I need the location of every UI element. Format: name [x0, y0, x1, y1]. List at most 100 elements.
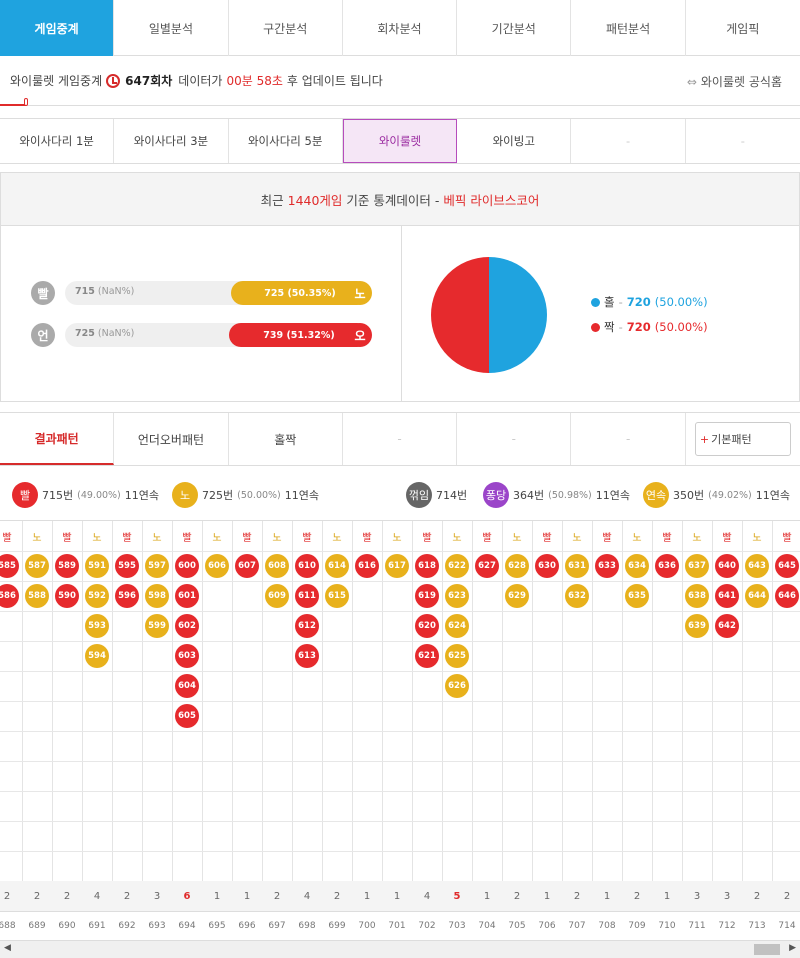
- yellow-result-ball: 634: [625, 554, 649, 578]
- legend-separator: -: [618, 295, 623, 309]
- round-number: 700: [358, 921, 376, 931]
- yellow-result-ball: 631: [565, 554, 589, 578]
- grid-col-line: [712, 521, 713, 911]
- red-result-ball: 619: [415, 584, 439, 608]
- round-number: 697: [268, 921, 286, 931]
- compare-left-icon: 언: [31, 323, 55, 347]
- streak-count: 1: [232, 881, 262, 911]
- red-result-ball: 613: [295, 644, 319, 668]
- grid-col-line: [22, 521, 23, 911]
- streak-count: 1: [592, 881, 622, 911]
- info-middle: 데이터가: [178, 74, 223, 88]
- yellow-result-ball: 597: [145, 554, 169, 578]
- update-progress-line: [0, 104, 26, 106]
- yellow-result-ball: 625: [445, 644, 469, 668]
- pattern-tab-underover[interactable]: 언더오버패턴: [114, 413, 229, 465]
- yellow-result-ball: 599: [145, 614, 169, 638]
- summary-pong-icon: 퐁당: [483, 482, 509, 508]
- yellow-result-ball: 617: [385, 554, 409, 578]
- grid-col-line: [232, 521, 233, 911]
- red-result-ball: 607: [235, 554, 259, 578]
- red-result-ball: 604: [175, 674, 199, 698]
- compare-left-value: 725: [75, 328, 95, 339]
- legend-odd-value: 720: [626, 295, 651, 309]
- summary-yellow: 노 725번 (50.00%) 11연속: [172, 482, 319, 508]
- streak-count: 4: [412, 881, 442, 911]
- yellow-result-ball: 635: [625, 584, 649, 608]
- summary-streak-streak: 11연속: [755, 489, 791, 502]
- grid-row-line: [0, 701, 800, 702]
- red-result-ball: 589: [55, 554, 79, 578]
- pattern-tab-empty-2: -: [457, 413, 572, 465]
- legend-dot-odd: [591, 297, 600, 307]
- red-result-ball: 645: [775, 554, 799, 578]
- game-tab-ladder-3[interactable]: 와이사다리 3분: [114, 119, 229, 163]
- nav-tab-period[interactable]: 기간분석: [457, 0, 572, 56]
- info-prefix: 와이룰렛 게임중계: [10, 74, 103, 88]
- compare-right-value: 725: [264, 287, 285, 299]
- nav-tab-round[interactable]: 회차분석: [343, 0, 458, 56]
- compare-right-pct: (50.35%): [287, 287, 336, 299]
- summary-streak-pct: (49.02%): [708, 489, 752, 501]
- game-tab-bingo[interactable]: 와이빙고: [457, 119, 572, 163]
- grid-row-line: [0, 581, 800, 582]
- pattern-tab-oddeven[interactable]: 홀짝: [229, 413, 343, 465]
- summary-yellow-count: 725번: [202, 489, 234, 502]
- streak-count: 2: [262, 881, 292, 911]
- summary-red-streak: 11연속: [124, 489, 160, 502]
- yellow-result-ball: 608: [265, 554, 289, 578]
- grid-row-line: [0, 671, 800, 672]
- legend-odd-name: 홀: [604, 295, 615, 309]
- grid-row-line: [0, 731, 800, 732]
- yellow-result-ball: 639: [685, 614, 709, 638]
- nav-tab-pick[interactable]: 게임픽: [726, 21, 760, 36]
- stats-head-pre: 최근: [260, 192, 284, 208]
- base-pattern-wrap: + 기본패턴: [686, 413, 800, 465]
- streak-count: 1: [352, 881, 382, 911]
- round-number: 699: [328, 921, 346, 931]
- grid-col-line: [292, 521, 293, 911]
- column-header: 노: [92, 532, 102, 544]
- column-header: 빨: [2, 532, 12, 544]
- legend-even-value: 720: [626, 320, 651, 334]
- column-header: 빨: [722, 532, 732, 544]
- yellow-result-ball: 624: [445, 614, 469, 638]
- horizontal-scrollbar[interactable]: ◀ ▶: [0, 940, 800, 958]
- round-number: 711: [688, 921, 706, 931]
- legend-even-pct: (50.00%): [654, 320, 708, 334]
- yellow-result-ball: 614: [325, 554, 349, 578]
- yellow-result-ball: 629: [505, 584, 529, 608]
- nav-tab-range[interactable]: 구간분석: [229, 0, 343, 56]
- game-tab-roulette[interactable]: 와이룰렛: [342, 119, 458, 163]
- nav-tab-daily[interactable]: 일별분석: [114, 0, 229, 56]
- official-home-link[interactable]: ⇔ 와이룰렛 공식홈: [687, 73, 782, 90]
- round-number: 705: [508, 921, 526, 931]
- plus-icon: +: [699, 432, 710, 446]
- summary-yellow-streak: 11연속: [284, 489, 320, 502]
- column-header: 빨: [662, 532, 672, 544]
- compare-right-fill: 739 (51.32%): [229, 323, 369, 347]
- summary-pong-streak: 11연속: [595, 489, 631, 502]
- pattern-tab-result[interactable]: 결과패턴: [0, 413, 115, 465]
- grid-col-line: [52, 521, 53, 911]
- streak-count: 2: [562, 881, 592, 911]
- round-number: 704: [478, 921, 496, 931]
- red-result-ball: 612: [295, 614, 319, 638]
- red-result-ball: 603: [175, 644, 199, 668]
- scroll-thumb[interactable]: [754, 944, 780, 955]
- update-info-bar: 와이룰렛 게임중계 647회차 데이터가 00분 58초 후 업데이트 됩니다 …: [0, 56, 800, 106]
- nav-tab-live[interactable]: 게임중계: [0, 0, 115, 56]
- scroll-left-icon[interactable]: ◀: [4, 943, 11, 953]
- round-number: 713: [748, 921, 766, 931]
- grid-row-line: [0, 791, 800, 792]
- legend-odd-pct: (50.00%): [654, 295, 708, 309]
- nav-tab-pattern[interactable]: 패턴분석: [571, 0, 686, 56]
- scroll-right-icon[interactable]: ▶: [789, 943, 796, 953]
- column-header: 빨: [602, 532, 612, 544]
- grid-col-line: [742, 521, 743, 911]
- red-result-ball: 640: [715, 554, 739, 578]
- base-pattern-button[interactable]: + 기본패턴: [694, 422, 791, 456]
- game-tab-ladder-5[interactable]: 와이사다리 5분: [229, 119, 343, 163]
- grid-col-line: [172, 521, 173, 911]
- game-tab-ladder-1[interactable]: 와이사다리 1분: [0, 119, 115, 163]
